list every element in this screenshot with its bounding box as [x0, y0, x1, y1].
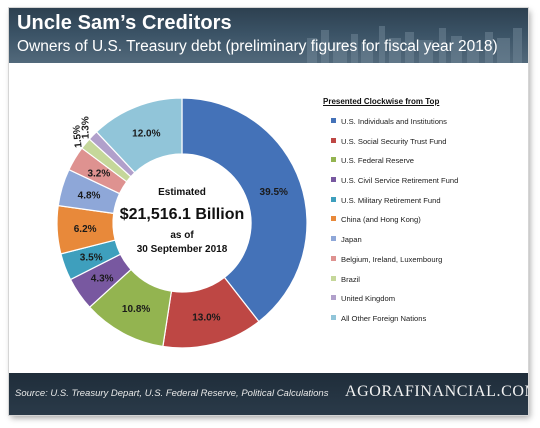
legend-item: Japan — [323, 235, 523, 255]
legend-label: U.S. Federal Reserve — [341, 156, 415, 166]
legend-title: Presented Clockwise from Top — [323, 97, 440, 106]
legend-item: Brazil — [323, 275, 523, 295]
page-subtitle: Owners of U.S. Treasury debt (preliminar… — [17, 38, 498, 55]
legend-item: China (and Hong Kong) — [323, 215, 523, 235]
data-label-9: 1.3% — [80, 116, 91, 139]
legend-swatch — [331, 157, 336, 163]
legend-swatch — [331, 314, 336, 320]
data-label-6: 4.8% — [78, 191, 101, 202]
center-label-total: $21,516.1 Billion — [120, 206, 245, 223]
city-skyline-graphic — [307, 26, 522, 63]
legend-label: U.S. Social Security Trust Fund — [341, 136, 447, 146]
chart-card: Uncle Sam’s Creditors Owners of U.S. Tre… — [9, 8, 528, 415]
footer-banner: Source: U.S. Treasury Depart, U.S. Feder… — [9, 373, 528, 415]
legend-swatch — [331, 118, 336, 123]
donut-chart: 39.5%13.0%10.8%4.3%3.5%6.2%4.8%3.2%1.5%1… — [56, 97, 308, 349]
legend-swatch — [331, 137, 336, 143]
legend-label: U.S. Civil Service Retirement Fund — [341, 176, 459, 186]
legend-item: Belgium, Ireland, Luxembourg — [323, 255, 523, 275]
data-label-10: 12.0% — [132, 128, 160, 139]
legend-label: Belgium, Ireland, Luxembourg — [341, 254, 443, 264]
data-label-7: 3.2% — [87, 169, 110, 180]
legend-label: Brazil — [341, 274, 360, 284]
legend-label: China (and Hong Kong) — [341, 215, 421, 225]
data-label-4: 3.5% — [80, 253, 103, 264]
legend-item: All Other Foreign Nations — [323, 314, 523, 334]
header-banner: Uncle Sam’s Creditors Owners of U.S. Tre… — [9, 8, 528, 63]
center-label-line3: as of — [170, 230, 194, 241]
legend-item: U.S. Social Security Trust Fund — [323, 137, 523, 157]
center-label-line1: Estimated — [158, 187, 206, 198]
data-label-5: 6.2% — [74, 224, 97, 235]
legend-label: U.S. Military Retirement Fund — [341, 195, 441, 205]
legend-item: U.S. Military Retirement Fund — [323, 196, 523, 216]
legend-item: U.S. Individuals and Institutions — [323, 117, 523, 137]
data-label-3: 4.3% — [91, 274, 114, 285]
legend-swatch — [331, 275, 336, 281]
data-label-8: 1.5% — [71, 124, 84, 148]
legend-item: U.S. Civil Service Retirement Fund — [323, 176, 523, 196]
source-note: Source: U.S. Treasury Depart, U.S. Feder… — [15, 388, 329, 399]
chart-slices — [56, 97, 308, 349]
data-label-0: 39.5% — [260, 187, 288, 198]
legend-swatch — [331, 295, 336, 301]
legend-label: Japan — [341, 235, 362, 245]
chart-legend: Presented Clockwise from Top U.S. Indivi… — [323, 97, 523, 334]
brand-logo: AGORAFINANCIAL.COM — [345, 383, 528, 400]
legend-swatch — [331, 216, 336, 222]
chart-data-labels: 39.5%13.0%10.8%4.3%3.5%6.2%4.8%3.2%1.5%1… — [71, 116, 288, 323]
legend-swatch — [331, 196, 336, 202]
legend-item: United Kingdom — [323, 294, 523, 314]
data-label-1: 13.0% — [192, 312, 220, 323]
legend-swatch — [331, 177, 336, 183]
legend-label: United Kingdom — [341, 294, 396, 304]
legend-label: All Other Foreign Nations — [341, 313, 427, 323]
center-label-date: 30 September 2018 — [137, 244, 228, 255]
legend-label: U.S. Individuals and Institutions — [341, 117, 447, 126]
legend-swatch — [331, 255, 336, 261]
legend-items: U.S. Individuals and Institutions U.S. So… — [323, 117, 523, 334]
data-label-2: 10.8% — [122, 304, 150, 315]
page-title: Uncle Sam’s Creditors — [17, 12, 232, 34]
legend-item: U.S. Federal Reserve — [323, 156, 523, 176]
donut-hole — [113, 154, 251, 292]
legend-swatch — [331, 236, 336, 242]
